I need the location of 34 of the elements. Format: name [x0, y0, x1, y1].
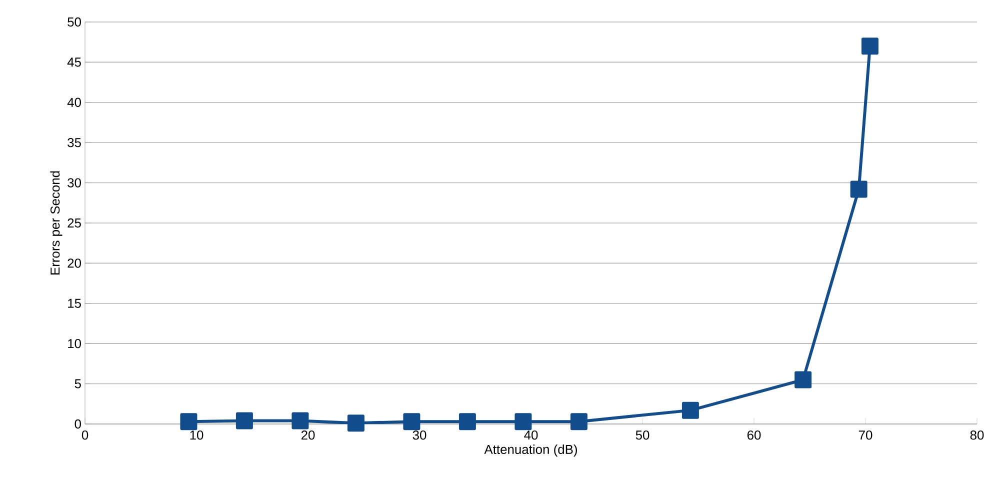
x-tick-label: 50	[636, 430, 650, 440]
y-tick-label: 5	[74, 379, 81, 388]
point	[292, 412, 309, 430]
y-tick-label: 0	[74, 419, 81, 429]
y-tick-label: 35	[68, 138, 81, 148]
x-tick-label: 70	[858, 430, 872, 440]
y-tick-label: 25	[68, 218, 81, 228]
point	[861, 38, 878, 55]
x-tick-label: 20	[301, 430, 315, 440]
x-tick-label: 40	[524, 430, 538, 440]
y-axis-title: Errors per Second	[50, 171, 62, 274]
point	[682, 402, 699, 419]
y-tick-label: 20	[68, 258, 81, 268]
y-tick-label: 30	[68, 178, 81, 188]
point	[850, 180, 868, 198]
x-tick-label: 60	[747, 430, 761, 440]
point	[347, 414, 364, 432]
point	[458, 413, 476, 430]
y-tick-label: 50	[68, 17, 81, 27]
x-tick-label: 80	[970, 430, 984, 440]
x-tick-label: 0	[82, 430, 88, 440]
x-axis-title: Attenuation (dB)	[484, 444, 577, 457]
point	[403, 413, 420, 430]
x-tick-label: 30	[412, 430, 426, 440]
point	[236, 412, 253, 430]
y-tick-label: 10	[68, 338, 81, 348]
point	[180, 413, 198, 430]
y-tick-label: 15	[68, 298, 81, 308]
point	[794, 371, 812, 388]
y-tick-label: 45	[67, 58, 81, 67]
point	[570, 413, 588, 430]
point	[514, 413, 532, 430]
x-tick-label: 10	[190, 430, 204, 440]
y-tick-label: 40	[67, 98, 81, 107]
